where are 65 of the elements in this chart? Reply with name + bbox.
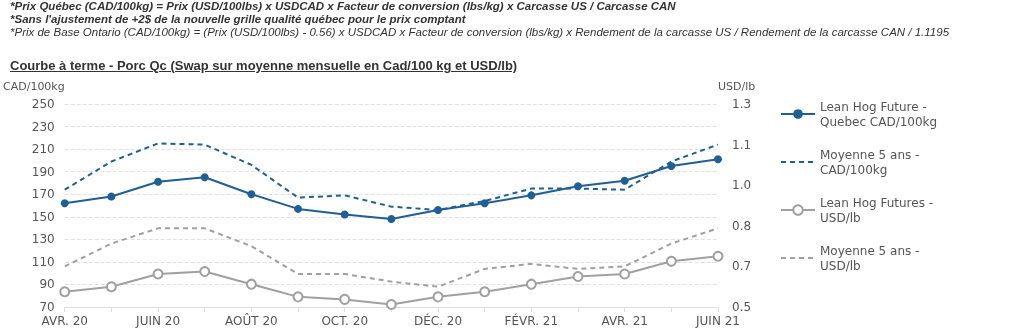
x-tick-label: OCT. 20 [321,314,369,328]
point [154,177,163,186]
y2-tick-label: 1.0 [732,178,752,193]
point [574,182,583,191]
point [714,155,722,164]
text: *Sans l'ajustement de +2$ de la nouvelle grille qualité québec pour le prix comptant [10,13,467,26]
point [152,268,164,280]
text: *Prix Québec (CAD/100kg) = Prix (USD/100lbs) x USDCAD x Facteur de conversion (lbs/kg) x Carcasse US / Carcasse CAN [10,0,677,13]
x-tick-label: JUIN 21 [695,314,740,328]
legend-label: Lean Hog Future - Quebec CAD/100kg [820,99,938,129]
y2-tick-label: 0.8 [732,218,752,233]
point [200,173,209,182]
x-tick-label: FÉVR. 21 [504,313,559,328]
chart-title: Courbe à terme - Porc Qc (Swap sur moyenne mensuelle en Cad/100 kg et USD/lb) [10,58,518,73]
point [665,255,677,267]
y-tick-label: 90 [39,277,55,292]
point [247,190,256,199]
point [105,281,117,293]
point [479,286,491,298]
point [107,192,116,201]
y-axis-title: CAD/100kg [3,80,65,93]
x-tick-label: DÉC. 20 [413,313,463,328]
point [572,271,584,283]
y-tick-label: 170 [31,187,55,202]
point [59,286,71,298]
point [339,293,351,305]
point [387,215,396,224]
y-tick-label: 250 [31,97,55,111]
point [667,162,676,171]
legend-label: Moyenne 5 ans - CAD/100kg [820,147,924,177]
x-tick-label: AVR. 20 [41,314,88,328]
x-tick-label: AOÛT 20 [225,313,278,328]
point [340,210,349,219]
y-tick-label: 190 [31,164,55,179]
point [385,298,397,310]
y-tick-label: 110 [31,254,55,269]
y2-tick-label: 0.7 [732,259,752,274]
text: *Prix de Base Ontario (CAD/100kg) = (Prix (USD/100lbs) - 0.56) x USDCAD x Facteur de conversion (lbs/kg) x Rendement de la carcasse US / Rendement de la carcasse CAN / 1.1195 [10,26,951,39]
point [525,278,537,290]
legend-label: Moyenne 5 ans - USD/lb [820,243,924,273]
point [245,278,257,290]
point [712,250,724,262]
y-tick-label: 210 [31,142,55,157]
point [292,291,304,303]
x-tick-label: JUIN 20 [135,314,181,328]
point [620,176,629,185]
y-tick-label: 130 [31,232,55,247]
point [294,204,303,213]
point [60,199,69,208]
y2-axis-title: USD/lb [718,80,756,93]
point [619,268,631,280]
point [199,265,211,277]
y2-tick-label: 1.3 [732,97,752,111]
legend-label: Lean Hog Futures - USD/lb [820,195,937,225]
point [434,206,443,215]
y2-tick-label: 1.1 [732,137,752,152]
point [480,199,489,208]
point [527,191,536,200]
y-tick-label: 150 [31,209,55,224]
y-tick-label: 230 [31,119,55,134]
line-series [63,227,719,288]
x-tick-label: AVR. 21 [601,314,648,328]
y2-tick-label: 0.5 [732,300,752,314]
y-tick-label: 70 [39,300,55,314]
point [432,291,444,303]
